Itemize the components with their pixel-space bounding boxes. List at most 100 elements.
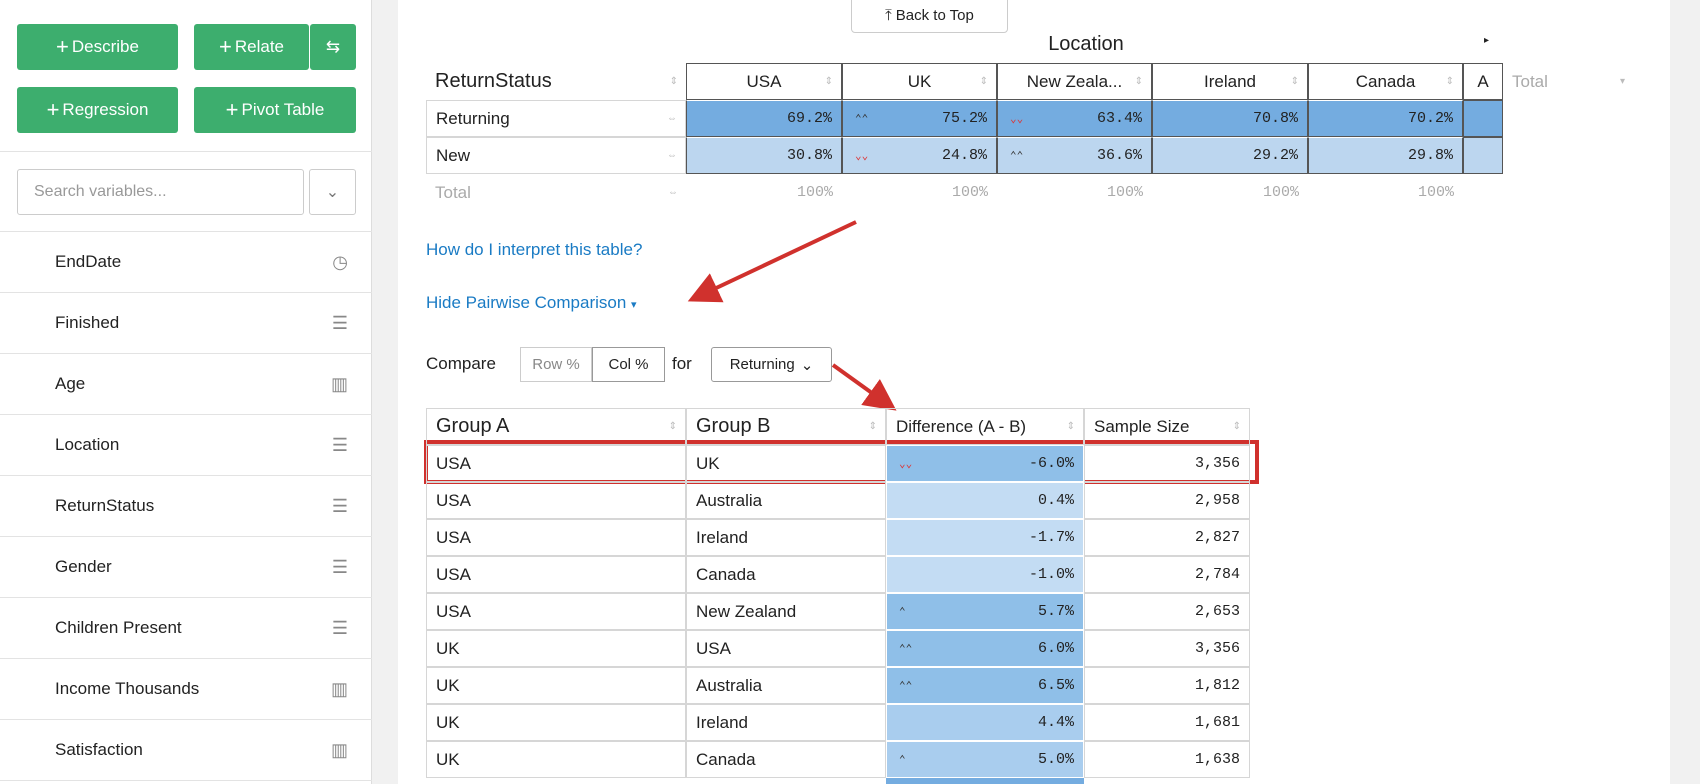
value-cell: 5.0% ⌃ xyxy=(886,741,1084,778)
action-button[interactable]: + Pivot Table xyxy=(194,87,356,133)
variable-item[interactable]: Location ☰ xyxy=(0,415,372,476)
label: Hide Pairwise Comparison xyxy=(426,293,627,312)
column-header-cell[interactable]: Ireland ⇕ xyxy=(1152,63,1308,100)
value-cell: UK xyxy=(426,667,686,704)
value-cell: 70.2% xyxy=(1308,100,1463,137)
variable-item[interactable]: Children Present ☰ xyxy=(0,598,372,659)
icon: ◷ xyxy=(332,251,348,272)
icon: ⌄ xyxy=(800,356,814,374)
label: Relate xyxy=(234,37,284,56)
swap-button[interactable]: ⇆ xyxy=(310,24,356,70)
value-cell: Canada xyxy=(686,556,886,593)
column-header-cell[interactable]: Canada ⇕ xyxy=(1308,63,1463,100)
label: Back to Top xyxy=(895,7,974,24)
variable-item[interactable]: ReturnStatus ☰ xyxy=(0,476,372,537)
icon: ▥ xyxy=(330,739,348,760)
value-cell: USA xyxy=(426,593,686,630)
compare-label: Compare xyxy=(426,354,496,373)
icon: ⌃ xyxy=(899,606,906,619)
variable-item[interactable]: Income Thousands ▥ xyxy=(0,659,372,720)
column-header-cell[interactable]: A xyxy=(1463,63,1503,100)
variable-item[interactable]: Gender ☰ xyxy=(0,537,372,598)
header-cell: ReturnStatus ⇕ xyxy=(435,70,678,92)
value-cell: 3,356 xyxy=(1084,630,1250,667)
column-header: Location xyxy=(1048,33,1124,55)
value-cell: 0.4% xyxy=(886,482,1084,519)
icon: ⇕ xyxy=(1066,421,1075,432)
value-cell: UK xyxy=(426,704,686,741)
value-cell: 1,681 xyxy=(1084,704,1250,741)
back-to-top[interactable]: ⤒ Back to Top xyxy=(851,0,1008,33)
icon: ▾ xyxy=(631,299,637,311)
row-pct-toggle[interactable]: Row % xyxy=(520,347,592,382)
column-header-cell[interactable]: USA ⇕ xyxy=(686,63,842,100)
value-cell: UK xyxy=(426,630,686,667)
icon: ⇕ xyxy=(1232,421,1241,432)
value-cell: 75.2% ⌃⌃ xyxy=(842,100,997,137)
total-header[interactable]: Total ▾ xyxy=(1512,71,1625,91)
divider xyxy=(0,231,372,232)
value-cell: 2,653 xyxy=(1084,593,1250,630)
label: Children Present xyxy=(55,618,182,637)
column-header-cell[interactable]: UK ⇕ xyxy=(842,63,997,100)
action-button[interactable]: + Regression xyxy=(17,87,178,133)
column-header-cell[interactable]: Difference (A - B) ⇕ xyxy=(886,408,1084,445)
search-dropdown[interactable]: ⌄ xyxy=(309,169,356,215)
value-cell: 24.8% ⌄⌄ xyxy=(842,137,997,174)
icon: ⇕ xyxy=(1445,76,1454,87)
action-button[interactable]: + Describe xyxy=(17,24,178,70)
value-cell: New Zealand xyxy=(686,593,886,630)
row-label: Returning ⇔ xyxy=(426,100,686,137)
value-cell: Ireland xyxy=(686,519,886,556)
label: Location xyxy=(55,435,120,454)
value-cell: Canada xyxy=(686,741,886,778)
value-cell: 2,784 xyxy=(1084,556,1250,593)
variable-item[interactable]: Age ▥ xyxy=(0,354,372,415)
value-cell: 100% xyxy=(1308,174,1463,211)
column-header-cell[interactable]: New Zeala... ⇕ xyxy=(997,63,1152,100)
value-cell xyxy=(1463,100,1503,137)
icon: + xyxy=(225,97,239,122)
search-box[interactable]: Search variables... xyxy=(17,169,304,215)
divider xyxy=(0,151,372,152)
value-cell: 69.2% xyxy=(686,100,842,137)
value-cell: 100% xyxy=(842,174,997,211)
value-cell: -1.0% xyxy=(886,556,1084,593)
value-cell: 5.7% ⌃ xyxy=(886,593,1084,630)
column-header-cell[interactable]: Group B ⇕ xyxy=(686,408,886,445)
column-header-cell[interactable]: Group A ⇕ xyxy=(426,408,686,445)
label: ReturnStatus xyxy=(55,496,155,515)
variable-item[interactable]: EndDate ◷ xyxy=(0,232,372,293)
variable-item[interactable]: Finished ☰ xyxy=(0,293,372,354)
icon: ▥ xyxy=(330,373,348,394)
value-cell: USA xyxy=(426,445,686,482)
value-cell: Australia xyxy=(686,667,886,704)
label: Regression xyxy=(62,100,149,119)
value-cell: 30.8% xyxy=(686,137,842,174)
value-cell: 100% xyxy=(686,174,842,211)
label: Finished xyxy=(55,313,120,332)
group-dropdown[interactable]: Returning ⌄ xyxy=(711,347,832,382)
icon: ⇕ xyxy=(669,76,678,87)
label: Describe xyxy=(71,37,139,56)
icon: ⌃ xyxy=(899,754,906,767)
value-cell: 3,356 xyxy=(1084,445,1250,482)
value-cell: USA xyxy=(426,556,686,593)
variable-item[interactable]: Satisfaction ▥ xyxy=(0,720,372,781)
value-cell xyxy=(886,778,1084,784)
interpret-link[interactable]: How do I interpret this table? xyxy=(426,240,643,259)
icon: + xyxy=(56,34,69,59)
icon: ☰ xyxy=(331,556,348,577)
column-header-cell[interactable]: Sample Size ⇕ xyxy=(1084,408,1250,445)
value-cell: -6.0% ⌄⌄ xyxy=(886,445,1084,482)
pairwise-link[interactable]: Hide Pairwise Comparison ▾ xyxy=(426,293,637,313)
value-cell: USA xyxy=(686,630,886,667)
icon: ⇕ xyxy=(1290,76,1299,87)
value-cell: 6.5% ⌃⌃ xyxy=(886,667,1084,704)
icon: + xyxy=(46,97,60,122)
scroll-arrow[interactable]: ▸ xyxy=(1484,35,1490,46)
col-pct-toggle[interactable]: Col % xyxy=(592,347,665,382)
action-button[interactable]: + Relate xyxy=(194,24,309,70)
value-cell xyxy=(1463,137,1503,174)
